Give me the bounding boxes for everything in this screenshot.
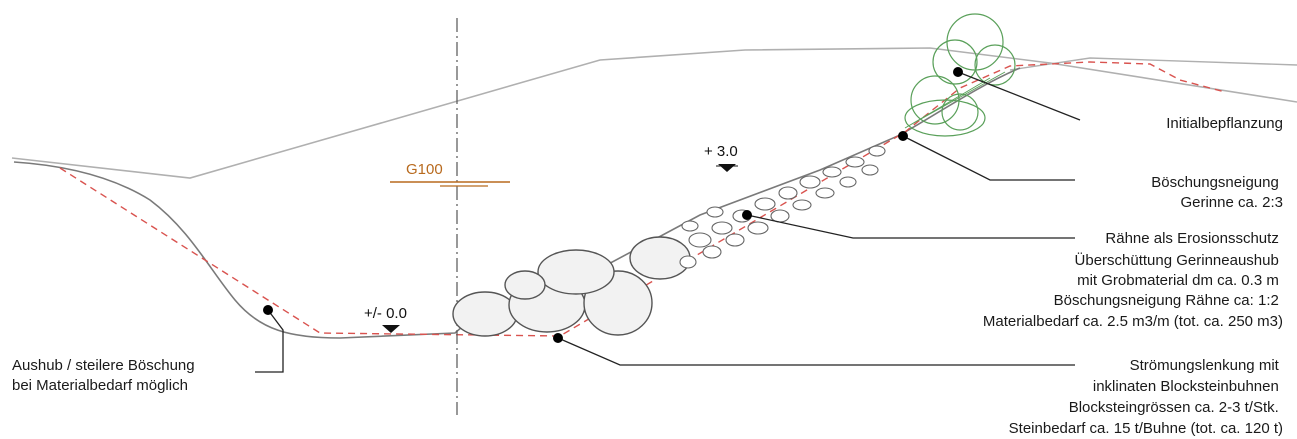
- existing-channel-profile: [13, 67, 1021, 339]
- level-upper-label: + 3.0: [704, 143, 738, 160]
- terrain-upper-line: [11, 47, 1297, 179]
- block-stone: [537, 249, 615, 295]
- vegetation-group: [904, 13, 1016, 137]
- annotation-stroemung: Strömungslenkung mit inklinaten Blockste…: [1009, 357, 1283, 437]
- annotation-boeschungsneigung: Böschungsneigung Gerinne ca. 2:3: [1151, 174, 1283, 211]
- block-stone: [504, 270, 546, 300]
- annotation-initialbepflanzung: Initialbepflanzung: [1166, 115, 1283, 132]
- cobble-layer: [679, 145, 886, 269]
- block-stones-group: [452, 236, 691, 337]
- level-g100-label: G100: [406, 161, 443, 178]
- leader-lines: [255, 71, 1081, 373]
- block-stone: [629, 236, 691, 280]
- terrain-right-line: [1009, 57, 1297, 71]
- annotation-raehne: Rähne als Erosionsschutz Überschüttung G…: [983, 230, 1283, 330]
- leader-dots: [263, 67, 963, 343]
- level-upper-marker: [718, 164, 736, 172]
- shrub-understory: [904, 99, 986, 137]
- level-zero-label: +/- 0.0: [364, 305, 407, 322]
- shrub-crown: [932, 39, 978, 85]
- shrub-crown: [910, 75, 960, 125]
- level-zero-marker: [382, 325, 400, 333]
- design-profile-line: [59, 61, 1226, 337]
- shrub-crown: [941, 93, 979, 131]
- annotation-aushub: Aushub / steilere Böschung bei Materialb…: [12, 357, 199, 394]
- shrub-crown: [974, 44, 1016, 86]
- block-stone: [452, 291, 518, 337]
